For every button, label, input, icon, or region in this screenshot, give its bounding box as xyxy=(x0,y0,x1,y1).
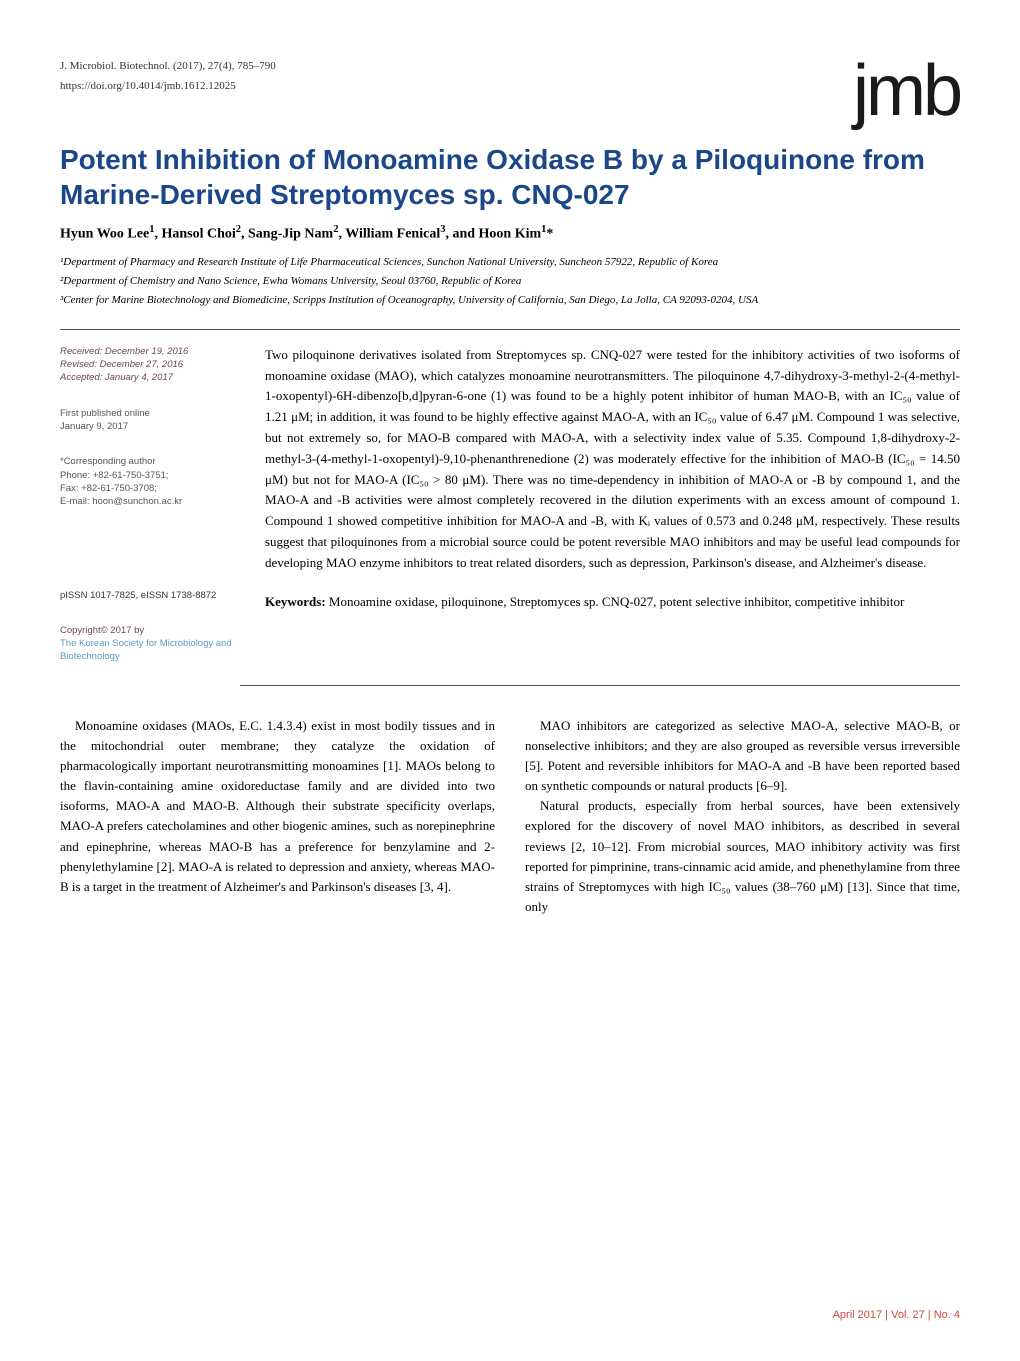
copyright-block: Copyright© 2017 by The Korean Society fo… xyxy=(60,624,240,664)
revised-date: Revised: December 27, 2016 xyxy=(60,358,240,371)
dates-block: Received: December 19, 2016 Revised: Dec… xyxy=(60,345,240,385)
body-paragraph: MAO inhibitors are categorized as select… xyxy=(525,716,960,797)
society-text: The Korean Society for Microbiology and … xyxy=(60,637,240,664)
body-text: Monoamine oxidases (MAOs, E.C. 1.4.3.4) … xyxy=(60,716,960,917)
citation: J. Microbiol. Biotechnol. (2017), 27(4),… xyxy=(60,60,960,72)
body-paragraph: Natural products, especially from herbal… xyxy=(525,796,960,917)
corresponding-label: *Corresponding author xyxy=(60,455,240,468)
accepted-date: Accepted: January 4, 2017 xyxy=(60,371,240,384)
keywords-text: Monoamine oxidase, piloquinone, Streptom… xyxy=(326,594,905,609)
issn-block: pISSN 1017-7825, eISSN 1738-8872 xyxy=(60,589,240,602)
page-footer: April 2017 | Vol. 27 | No. 4 xyxy=(833,1309,960,1321)
first-published-block: First published online January 9, 2017 xyxy=(60,407,240,434)
issn-text: pISSN 1017-7825, eISSN 1738-8872 xyxy=(60,589,240,602)
author-list: Hyun Woo Lee1, Hansol Choi2, Sang-Jip Na… xyxy=(60,224,960,243)
abstract-section: Two piloquinone derivatives isolated fro… xyxy=(240,330,960,686)
copyright-text: Copyright© 2017 by xyxy=(60,624,240,637)
fax: Fax: +82-61-750-3708; xyxy=(60,482,240,495)
received-date: Received: December 19, 2016 xyxy=(60,345,240,358)
keywords-label: Keywords: xyxy=(265,594,326,609)
doi: https://doi.org/10.4014/jmb.1612.12025 xyxy=(60,80,960,92)
phone: Phone: +82-61-750-3751; xyxy=(60,469,240,482)
body-paragraph: Monoamine oxidases (MAOs, E.C. 1.4.3.4) … xyxy=(60,716,495,897)
first-published-label: First published online xyxy=(60,407,240,420)
article-title: Potent Inhibition of Monoamine Oxidase B… xyxy=(60,142,960,212)
body-column-right: MAO inhibitors are categorized as select… xyxy=(525,716,960,917)
body-column-left: Monoamine oxidases (MAOs, E.C. 1.4.3.4) … xyxy=(60,716,495,917)
journal-logo: jmb xyxy=(853,50,960,132)
article-sidebar: Received: December 19, 2016 Revised: Dec… xyxy=(60,330,240,686)
affiliation-3: ³Center for Marine Biotechnology and Bio… xyxy=(60,293,960,308)
keywords-section: Keywords: Monoamine oxidase, piloquinone… xyxy=(265,592,960,613)
abstract-text: Two piloquinone derivatives isolated fro… xyxy=(265,345,960,574)
affiliation-2: ²Department of Chemistry and Nano Scienc… xyxy=(60,274,960,289)
corresponding-block: *Corresponding author Phone: +82-61-750-… xyxy=(60,455,240,508)
abstract-container: Received: December 19, 2016 Revised: Dec… xyxy=(60,329,960,686)
email: E-mail: hoon@sunchon.ac.kr xyxy=(60,495,240,508)
affiliation-1: ¹Department of Pharmacy and Research Ins… xyxy=(60,255,960,270)
first-published-date: January 9, 2017 xyxy=(60,420,240,433)
